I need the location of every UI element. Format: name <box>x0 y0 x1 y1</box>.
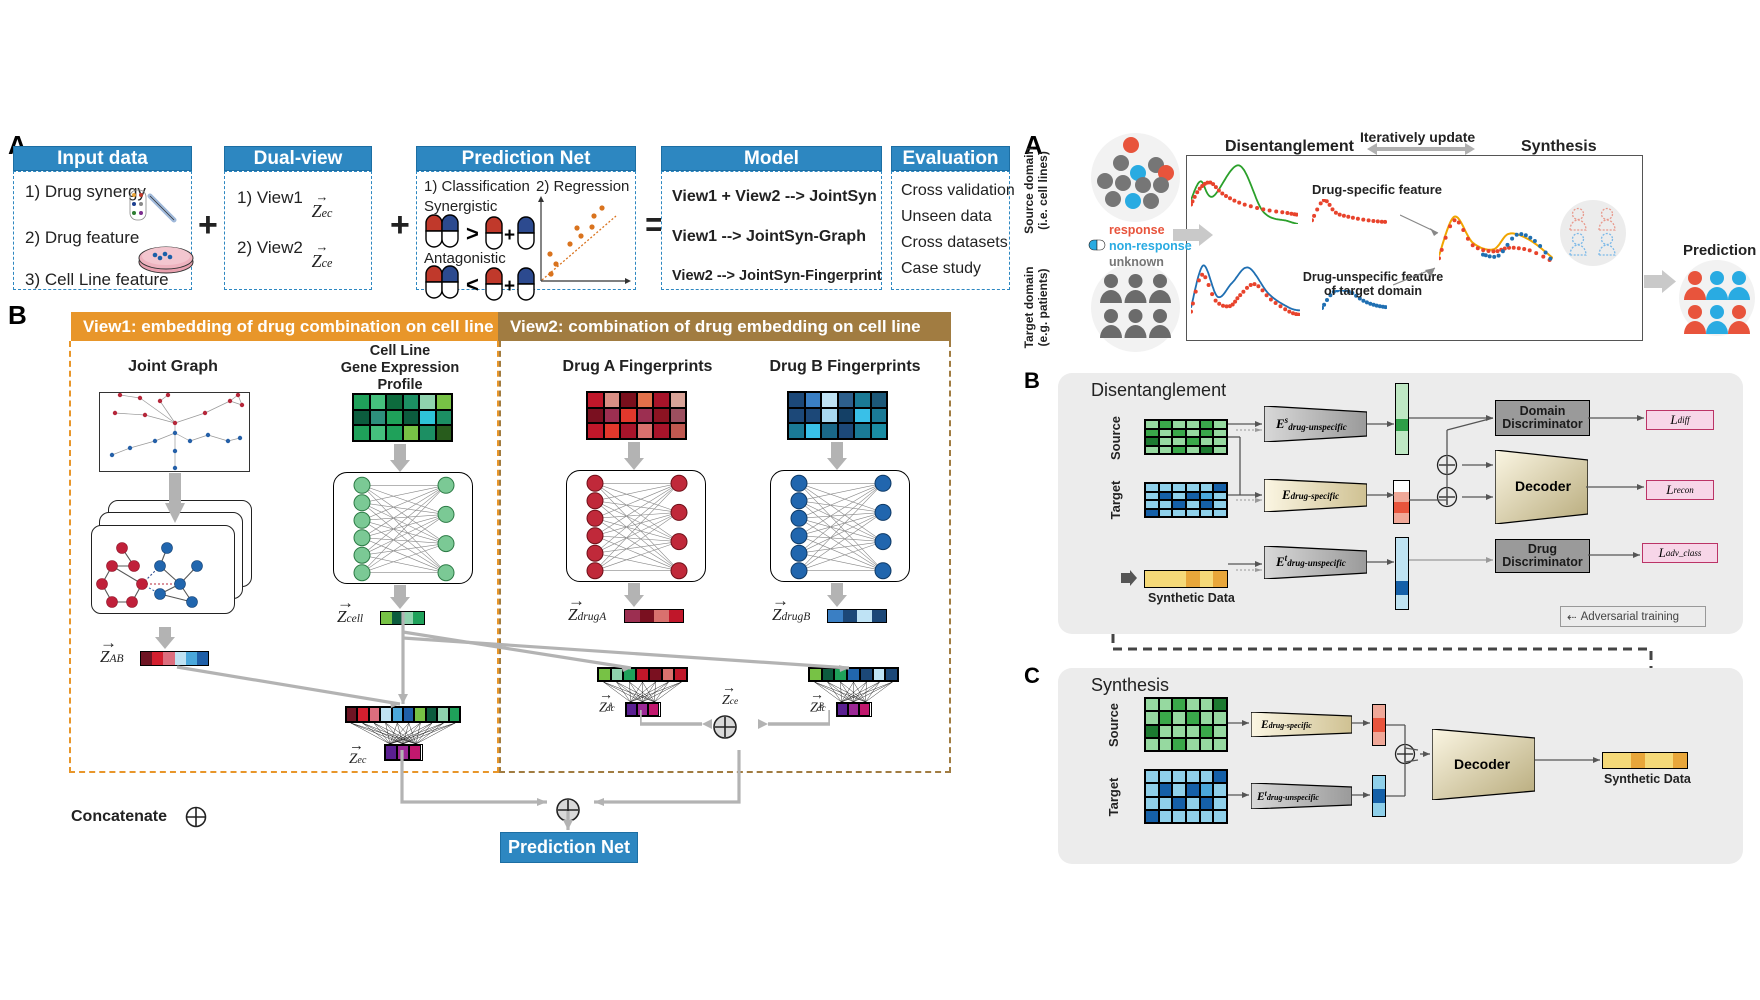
svg-text:Decoder: Decoder <box>1515 478 1572 494</box>
svg-text:Target domain: Target domain <box>1022 267 1036 349</box>
svg-text:(i.e. cell lines): (i.e. cell lines) <box>1036 151 1050 230</box>
svg-text:Source: Source <box>1108 416 1123 460</box>
svg-text:Source: Source <box>1106 703 1121 747</box>
svg-text:Source domain: Source domain <box>1022 147 1036 234</box>
svg-text:+: + <box>504 276 515 297</box>
svg-text:Target: Target <box>1106 777 1121 816</box>
svg-text:<: < <box>466 272 479 297</box>
svg-text:Target: Target <box>1108 480 1123 519</box>
svg-text:+: + <box>504 225 515 246</box>
svg-text:Decoder: Decoder <box>1454 756 1511 772</box>
svg-text:>: > <box>466 221 479 246</box>
svg-text:Edrug-specific: Edrug-specific <box>1260 719 1312 731</box>
svg-text:(e.g. patients): (e.g. patients) <box>1036 268 1050 346</box>
